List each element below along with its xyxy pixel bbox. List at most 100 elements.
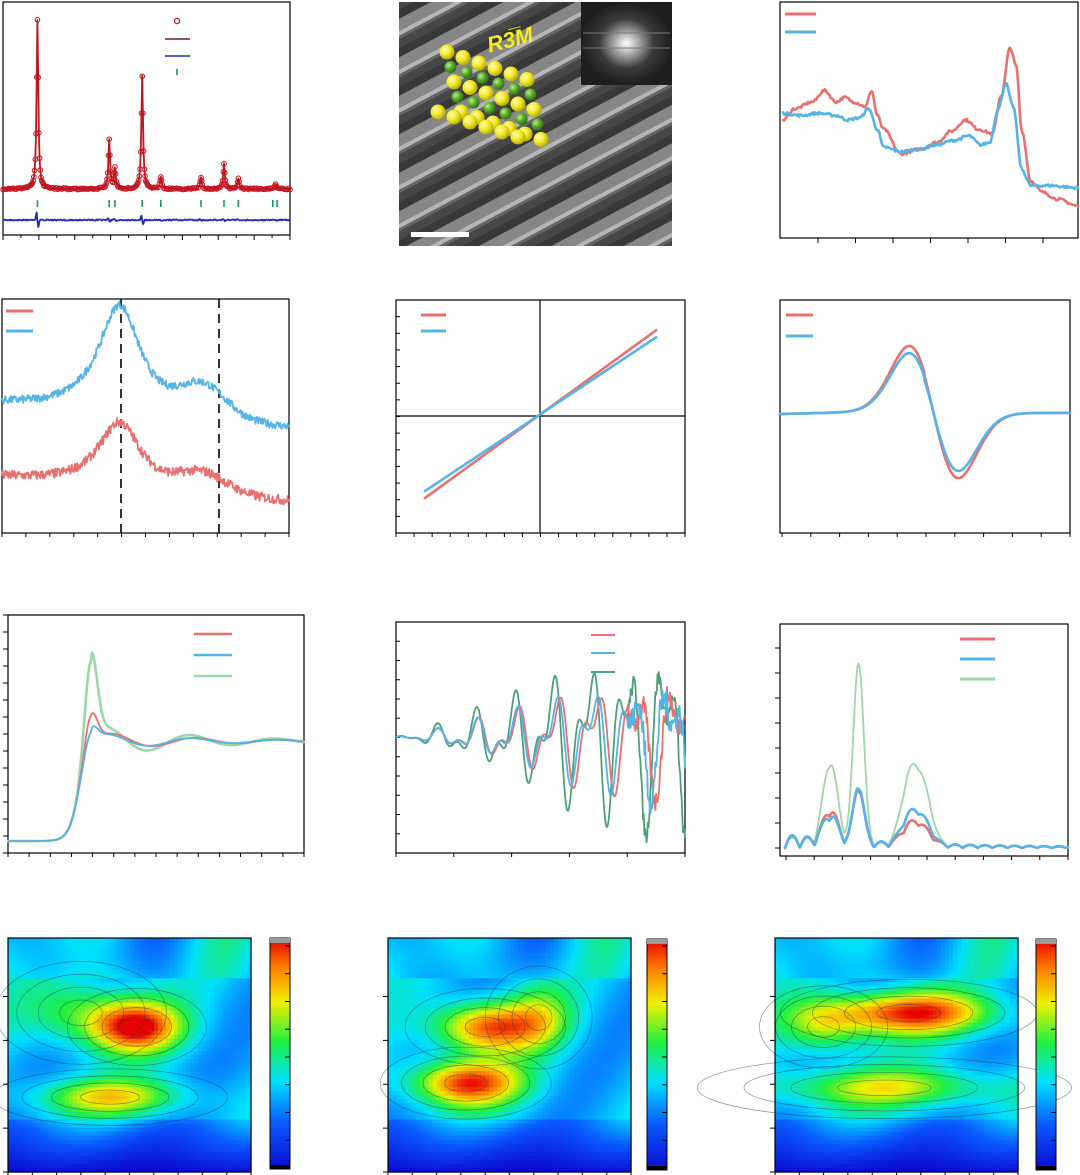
heatmap-cell (428, 986, 434, 992)
heatmap-cell (246, 1107, 252, 1113)
heatmap-cell (72, 1119, 78, 1125)
heatmap-cell (222, 958, 228, 963)
heatmap-cell (137, 990, 143, 996)
heatmap-cell (440, 978, 446, 983)
heatmap-cell (456, 962, 462, 967)
heatmap-cell (525, 962, 531, 967)
heatmap-cell (72, 982, 78, 988)
heatmap-cell (113, 998, 118, 1004)
heatmap-cell (145, 1163, 151, 1169)
heatmap-cell (52, 1115, 58, 1121)
heatmap-cell (48, 1139, 54, 1145)
heatmap-cell (226, 1055, 232, 1060)
heatmap-cell (541, 994, 547, 1000)
fft-inset (581, 2, 672, 85)
heatmap-cell (157, 1099, 163, 1105)
heatmap-cell (48, 1022, 54, 1028)
heatmap-cell (501, 982, 507, 988)
heatmap-cell (105, 1050, 110, 1056)
heatmap-cell (525, 970, 531, 975)
heatmap-cell (117, 1107, 122, 1113)
heatmap-cell (60, 1050, 66, 1056)
heatmap-cell (186, 1050, 191, 1056)
heatmap-cell (76, 1131, 82, 1137)
heatmap-cell (16, 950, 21, 955)
heatmap-cell (170, 954, 175, 959)
heatmap-cell (218, 950, 224, 955)
heatmap-cell (8, 1075, 13, 1080)
heatmap-cell (76, 998, 82, 1004)
heatmap-cell (610, 942, 616, 947)
heatmap-cell (448, 966, 454, 971)
heatmap-cell (541, 954, 547, 959)
heatmap-cell (121, 1083, 127, 1088)
heatmap-cell (16, 946, 21, 951)
heatmap-cell (80, 994, 86, 1000)
heatmap-cell (125, 1055, 131, 1060)
heatmap-cell (125, 1123, 131, 1129)
heatmap-cell (137, 946, 143, 951)
heatmap-cell (574, 982, 579, 988)
heatmap-cell (12, 962, 17, 967)
heatmap-cell (137, 1115, 143, 1121)
heatmap-cell (40, 1030, 46, 1036)
heatmap-cell (97, 1002, 102, 1008)
heatmap-cell (230, 1042, 236, 1048)
heatmap-cell (12, 1115, 17, 1121)
heatmap-cell (562, 942, 567, 947)
heatmap-cell (206, 978, 212, 983)
heatmap-cell (222, 954, 228, 959)
heatmap-cell (28, 958, 33, 963)
heatmap-cell (206, 1107, 212, 1113)
heatmap-cell (101, 1083, 106, 1088)
heatmap-cell (129, 1010, 135, 1016)
observed-point (221, 169, 228, 176)
heatmap-cell (218, 1123, 224, 1129)
heatmap-cell (170, 1059, 175, 1064)
heatmap-cell (497, 946, 502, 951)
heatmap-cell (149, 1042, 155, 1048)
heatmap-cell (404, 990, 409, 996)
heatmap-cell (89, 966, 94, 971)
heatmap-cell (420, 938, 426, 943)
heatmap-cell (210, 1163, 216, 1169)
heatmap-cell (230, 1099, 236, 1105)
heatmap-cell (76, 1119, 82, 1125)
heatmap-cell (517, 954, 523, 959)
heatmap-cell (137, 1135, 143, 1141)
heatmap-cell (590, 998, 596, 1004)
heatmap-cell (32, 950, 37, 955)
heatmap-cell (153, 1046, 159, 1052)
heatmap-cell (101, 1143, 106, 1149)
heatmap-cell (40, 950, 46, 955)
heatmap-cell (56, 1067, 62, 1072)
heatmap-cell (242, 970, 248, 975)
heatmap-cell (436, 994, 442, 1000)
heatmap-cell (554, 990, 559, 996)
heatmap-cell (52, 1143, 58, 1149)
colorbar-cap (270, 1165, 290, 1169)
heatmap-cell (80, 954, 86, 959)
heatmap-cell (238, 1022, 244, 1028)
heatmap-cell (48, 1083, 54, 1088)
heatmap-cell (246, 970, 252, 975)
heatmap-cell (28, 1022, 33, 1028)
heatmap-cell (214, 938, 220, 943)
heatmap-cell (56, 1014, 62, 1020)
heatmap-cell (44, 938, 50, 943)
heatmap-cell (149, 1155, 155, 1161)
heatmap-cell (161, 986, 167, 992)
heatmap-cell (537, 978, 543, 983)
heatmap-cell (218, 1147, 224, 1153)
heatmap-cell (64, 1026, 70, 1032)
heatmap-cell (464, 970, 470, 975)
heatmap-cell (218, 1131, 224, 1137)
heatmap-cell (448, 994, 454, 1000)
heatmap-cell (105, 1167, 110, 1173)
heatmap-cell (97, 1014, 102, 1020)
heatmap-cell (121, 1099, 127, 1105)
heatmap-cell (44, 1123, 50, 1129)
heatmap-cell (8, 1147, 13, 1153)
heatmap-cell (141, 1055, 147, 1060)
heatmap-cell (64, 1079, 70, 1084)
